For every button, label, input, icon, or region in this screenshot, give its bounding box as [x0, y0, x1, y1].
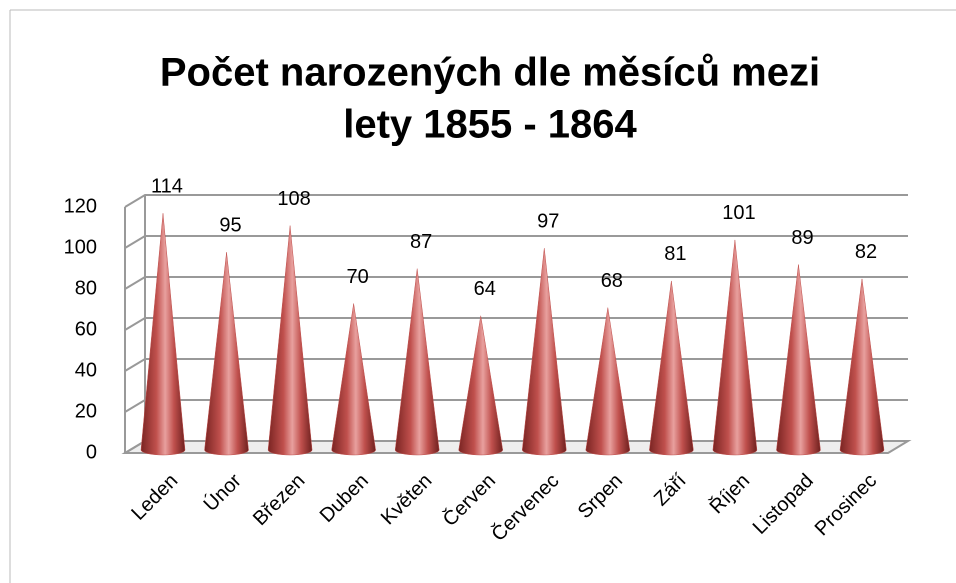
y-tick-label: 100 [64, 236, 97, 258]
y-tick-label: 0 [86, 441, 97, 463]
cone [331, 303, 376, 456]
cone [394, 268, 440, 456]
value-label: 108 [277, 188, 310, 210]
y-tick-label: 120 [64, 195, 97, 217]
chart-title: Počet narozených dle měsíců mezi [160, 51, 820, 95]
cone-body [522, 248, 567, 456]
cone [140, 213, 186, 456]
cone-body [649, 280, 694, 456]
x-tick-label: Říjen [705, 469, 754, 518]
x-tick-label: Prosinec [811, 470, 882, 541]
value-label: 82 [855, 241, 877, 263]
cone-body [839, 278, 885, 456]
cone-body [394, 268, 440, 456]
value-label: 114 [151, 176, 183, 198]
y-tick-label: 20 [75, 400, 97, 422]
x-tick-label: Březen [249, 470, 309, 530]
value-label: 81 [664, 243, 686, 265]
x-tick-label: Září [650, 469, 691, 510]
cone-body [712, 239, 758, 456]
cone [839, 278, 885, 456]
value-label: 101 [722, 202, 755, 224]
cone [458, 315, 503, 456]
cone-body [776, 264, 821, 456]
cone-body [331, 303, 376, 456]
x-tick-label: Červenec [487, 469, 564, 546]
y-tick-label: 60 [75, 318, 97, 340]
x-tick-label: Srpen [574, 470, 627, 523]
cone [712, 239, 758, 456]
x-tick-label: Duben [316, 470, 373, 527]
x-tick-label: Únor [199, 469, 246, 516]
value-label: 89 [791, 227, 813, 249]
grid-line [124, 194, 908, 208]
cone [649, 280, 694, 456]
x-tick-label: Červen [438, 469, 500, 531]
x-tick-label: Listopad [749, 470, 818, 539]
grid-line [124, 317, 908, 331]
value-label: 87 [410, 231, 432, 253]
value-label: 70 [347, 266, 369, 288]
value-label: 64 [474, 278, 496, 300]
cone [204, 252, 249, 456]
cone [267, 225, 313, 456]
chart-title: lety 1855 - 1864 [343, 103, 637, 147]
grid-line [124, 235, 908, 249]
cone-body [458, 315, 503, 456]
cone [522, 248, 567, 456]
grid-line [124, 399, 908, 413]
cone [585, 307, 631, 456]
cone-body [585, 307, 631, 456]
cone [776, 264, 821, 456]
value-label: 97 [537, 210, 559, 232]
cone-body [267, 225, 313, 456]
cone-body [140, 213, 186, 456]
x-tick-label: Květen [377, 470, 437, 530]
value-label: 68 [601, 270, 623, 292]
cone-body [204, 252, 249, 456]
y-tick-label: 40 [75, 359, 97, 381]
grid-line [124, 358, 908, 372]
grid-line [124, 276, 908, 290]
y-tick-label: 80 [75, 277, 97, 299]
value-label: 95 [219, 215, 241, 237]
x-tick-label: Leden [127, 470, 182, 525]
